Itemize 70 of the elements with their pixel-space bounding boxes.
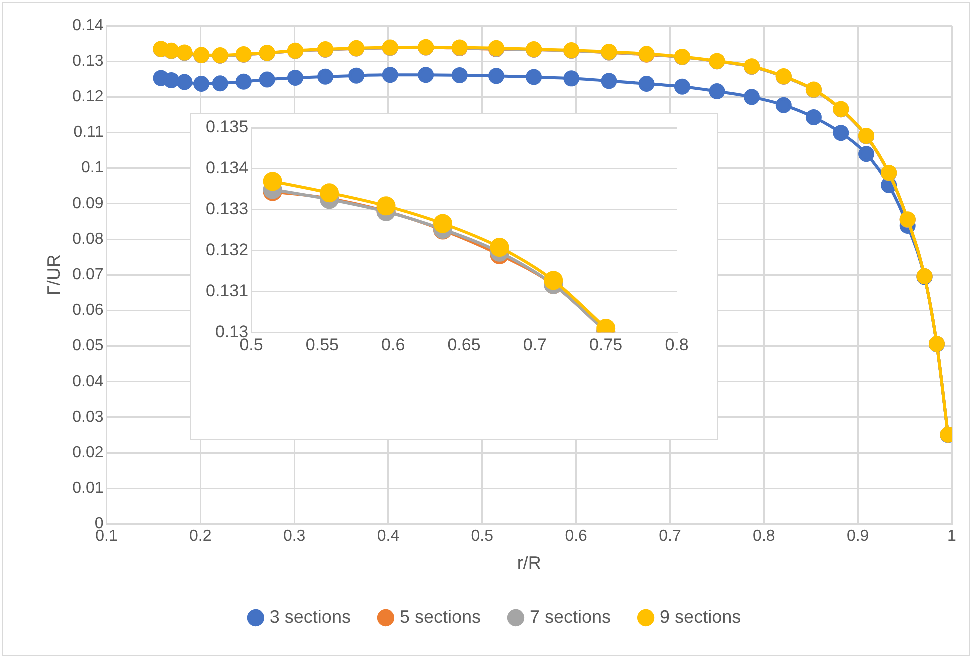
y-tick-label: 0.05 — [72, 338, 104, 355]
y-tick-label: 0.08 — [72, 230, 104, 248]
point — [348, 68, 365, 84]
point — [259, 72, 276, 88]
point — [320, 184, 340, 203]
point — [858, 146, 875, 162]
point — [194, 76, 210, 92]
point — [176, 74, 193, 90]
point — [376, 196, 396, 216]
point — [601, 73, 618, 90]
point — [526, 69, 542, 86]
point — [212, 76, 228, 92]
point — [488, 68, 504, 84]
y-tick-label: 0.01 — [72, 480, 104, 498]
point — [674, 78, 690, 95]
point — [776, 97, 792, 114]
point — [164, 72, 180, 88]
y-tick-label: 0.04 — [72, 373, 104, 390]
x-tick-label: 0.75 — [590, 335, 623, 354]
y-tick-label: 0.132 — [206, 240, 249, 260]
y-tick-label: 0.14 — [72, 17, 104, 34]
x-tick-label: 0.5 — [471, 528, 494, 546]
point — [236, 74, 252, 90]
y-tick-label: 0.13 — [72, 52, 104, 70]
y-tick-label: 0.131 — [206, 281, 249, 300]
x-tick-label: 1 — [948, 528, 957, 546]
x-tick-label: 0.7 — [523, 335, 547, 354]
point — [638, 76, 655, 92]
legend-label: 5 sections — [400, 606, 482, 627]
point — [288, 70, 304, 86]
point — [544, 271, 564, 290]
x-tick-label: 0.3 — [283, 528, 306, 546]
y-tick-label: 0.11 — [74, 124, 104, 142]
point — [452, 67, 468, 84]
x-tick-label: 0.4 — [377, 528, 400, 546]
x-tick-label: 0.65 — [448, 335, 481, 354]
point — [564, 70, 580, 87]
y-tick-label: 0.02 — [72, 444, 104, 462]
x-tick-label: 0.9 — [846, 528, 870, 546]
y-tick-label: 0.133 — [206, 200, 249, 219]
point — [418, 67, 434, 84]
point — [833, 125, 850, 142]
x-tick-label: 0.7 — [659, 528, 682, 546]
legend-label: 7 sections — [530, 606, 612, 627]
point — [382, 67, 398, 84]
y-tick-label: 0.03 — [72, 408, 104, 426]
y-tick-label: 0.07 — [72, 266, 104, 284]
x-tick-label: 0.6 — [565, 528, 588, 546]
legend-label: 9 sections — [660, 606, 742, 627]
y-tick-label: 0.12 — [72, 88, 104, 106]
point — [434, 214, 452, 234]
point — [318, 68, 334, 85]
y-axis-title: Γ/UR — [44, 254, 64, 296]
y-tick-label: 0.06 — [72, 302, 104, 320]
y-tick-label: 0.1 — [81, 160, 104, 177]
x-axis-title: r/R — [517, 553, 542, 574]
x-tick-label: 0.8 — [753, 528, 776, 546]
point — [806, 109, 822, 126]
point — [263, 172, 282, 192]
point — [744, 89, 760, 106]
point — [490, 238, 510, 257]
x-tick-label: 0.6 — [382, 335, 406, 354]
y-tick-label: 0.134 — [206, 158, 249, 178]
x-tick-label: 0.8 — [665, 335, 689, 354]
y-tick-label: 0.09 — [72, 195, 104, 212]
x-tick-label: 0.2 — [190, 528, 212, 546]
x-tick-label: 0.55 — [306, 335, 339, 354]
point — [709, 83, 726, 100]
y-tick-label: 0.135 — [206, 118, 249, 137]
legend-label: 3 sections — [270, 606, 351, 627]
